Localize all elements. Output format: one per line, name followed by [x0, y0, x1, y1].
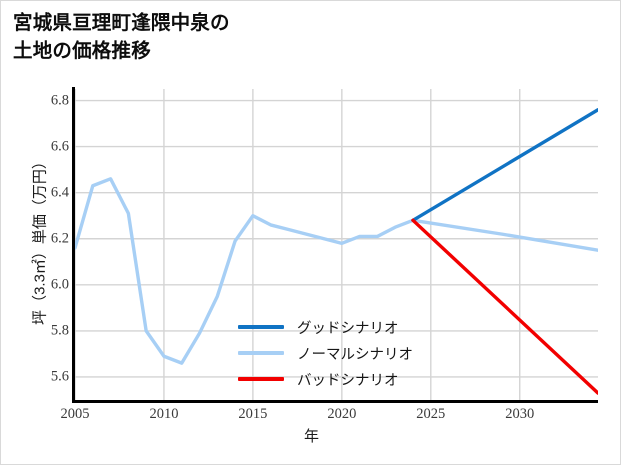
legend-color-swatch	[238, 325, 284, 329]
series-line	[411, 108, 598, 223]
y-axis-spine	[72, 87, 75, 402]
x-axis-title: 年	[303, 428, 319, 445]
x-axis-tick-label: 2010	[149, 406, 179, 422]
legend-item[interactable]: ノーマルシナリオ	[238, 340, 438, 366]
y-axis-title: 坪（3.3㎡）単価（万円）	[31, 154, 49, 325]
y-axis-tick-label: 6.2	[50, 230, 69, 247]
x-axis-tick-label: 2030	[505, 406, 535, 422]
legend-color-swatch	[238, 351, 284, 355]
y-axis-tick-label: 5.6	[50, 368, 69, 385]
plot-area	[75, 89, 598, 400]
series-line	[411, 218, 598, 395]
y-axis-tick-labels: 5.6 5.8 6.0 6.2 6.4 6.6 6.8	[23, 1, 69, 464]
chart-legend: グッドシナリオ ノーマルシナリオ バッドシナリオ	[238, 314, 438, 392]
x-axis-tick-label: 2020	[327, 406, 357, 422]
legend-item-label: バッドシナリオ	[297, 372, 399, 389]
y-axis-tick-label: 5.8	[50, 322, 69, 339]
y-axis-tick-label: 6.0	[50, 276, 69, 293]
y-axis-tick-label: 6.4	[50, 184, 69, 201]
x-axis-tick-label: 2015	[238, 406, 268, 422]
legend-item-label: ノーマルシナリオ	[297, 346, 413, 363]
legend-item[interactable]: バッドシナリオ	[238, 366, 438, 392]
legend-item[interactable]: グッドシナリオ	[238, 314, 438, 340]
x-axis-tick-label: 2005	[60, 406, 90, 422]
series-line	[75, 177, 598, 365]
series-lines	[75, 108, 598, 395]
x-axis-spine	[72, 400, 598, 403]
grid-lines	[75, 89, 598, 400]
legend-color-swatch	[238, 377, 284, 381]
y-axis-tick-label: 6.8	[50, 92, 69, 109]
x-axis-tick-label: 2025	[416, 406, 446, 422]
plot-svg	[75, 89, 598, 400]
page-title: 宮城県亘理町逢隈中泉の 土地の価格推移	[13, 12, 230, 63]
legend-item-label: グッドシナリオ	[297, 320, 399, 337]
y-axis-tick-label: 6.6	[50, 138, 69, 155]
